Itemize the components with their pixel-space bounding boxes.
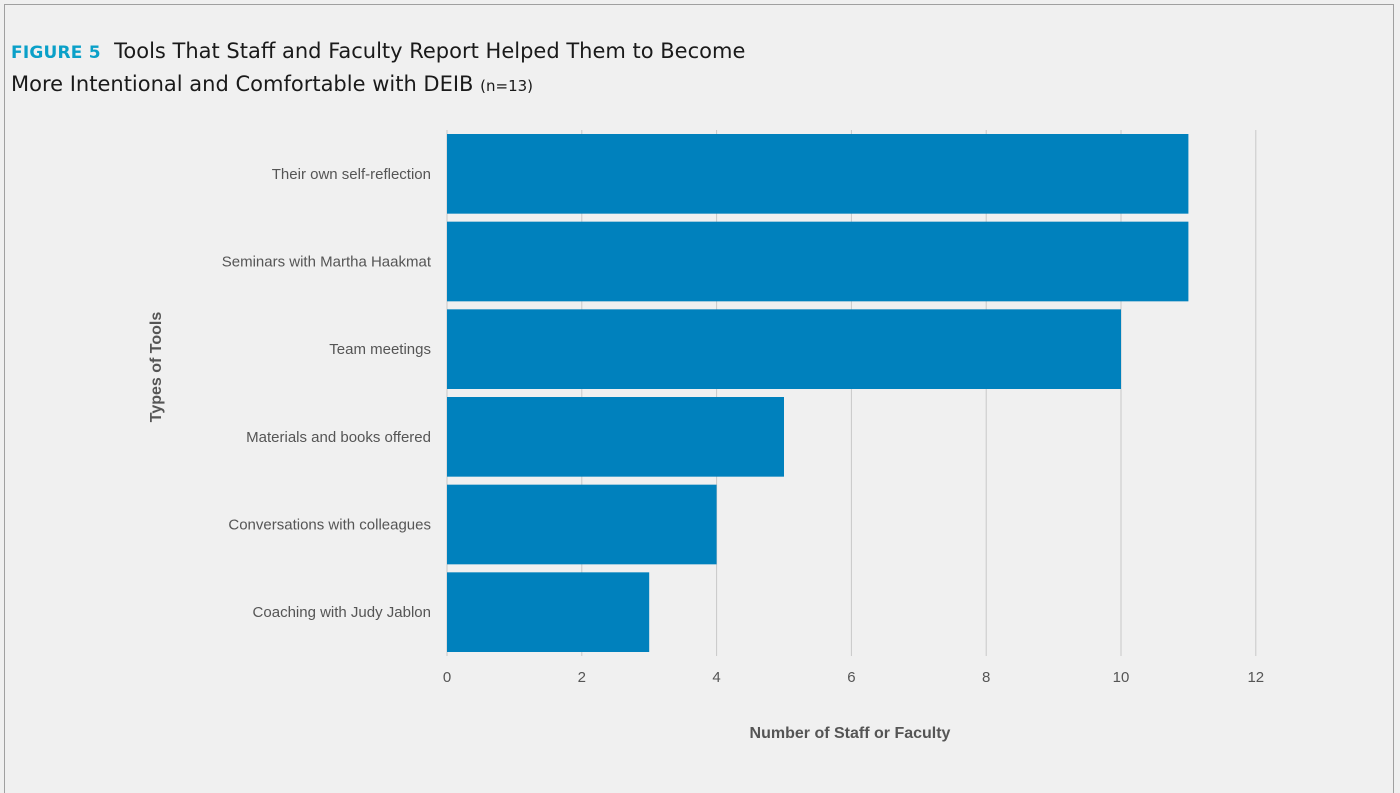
figure-title-line2: More Intentional and Comfortable with DE… [11, 72, 474, 96]
figure-title: FIGURE 5 Tools That Staff and Faculty Re… [11, 36, 745, 102]
x-tick-label: 10 [1113, 669, 1130, 686]
x-tick-label: 6 [847, 669, 855, 686]
category-labels: Their own self-reflection Seminars with M… [222, 166, 432, 621]
x-tick-label: 2 [578, 669, 586, 686]
category-label: Team meetings [329, 341, 431, 358]
bar [447, 484, 717, 565]
category-label: Conversations with colleagues [228, 517, 431, 534]
bar [447, 221, 1189, 302]
figure-title-line1: Tools That Staff and Faculty Report Help… [114, 39, 746, 63]
y-axis-title: Types of Tools [148, 312, 165, 423]
category-label: Materials and books offered [246, 429, 431, 446]
bars [447, 134, 1189, 652]
category-label: Seminars with Martha Haakmat [222, 254, 432, 271]
x-axis-title: Number of Staff or Faculty [750, 725, 951, 742]
figure-frame [4, 4, 1394, 793]
x-tick-label: 8 [982, 669, 990, 686]
x-tick-label: 12 [1247, 669, 1264, 686]
category-label: Their own self-reflection [272, 166, 431, 183]
figure-label: FIGURE 5 [11, 43, 101, 63]
bar [447, 134, 1189, 214]
bar [447, 572, 650, 652]
sample-size-note: (n=13) [480, 77, 534, 95]
bar [447, 397, 784, 477]
x-tick-labels: 0 2 4 6 8 10 12 [443, 669, 1264, 686]
category-label: Coaching with Judy Jablon [253, 604, 431, 621]
x-tick-label: 4 [712, 669, 720, 686]
x-tick-label: 0 [443, 669, 451, 686]
bar [447, 309, 1121, 389]
gridlines [446, 130, 1257, 656]
